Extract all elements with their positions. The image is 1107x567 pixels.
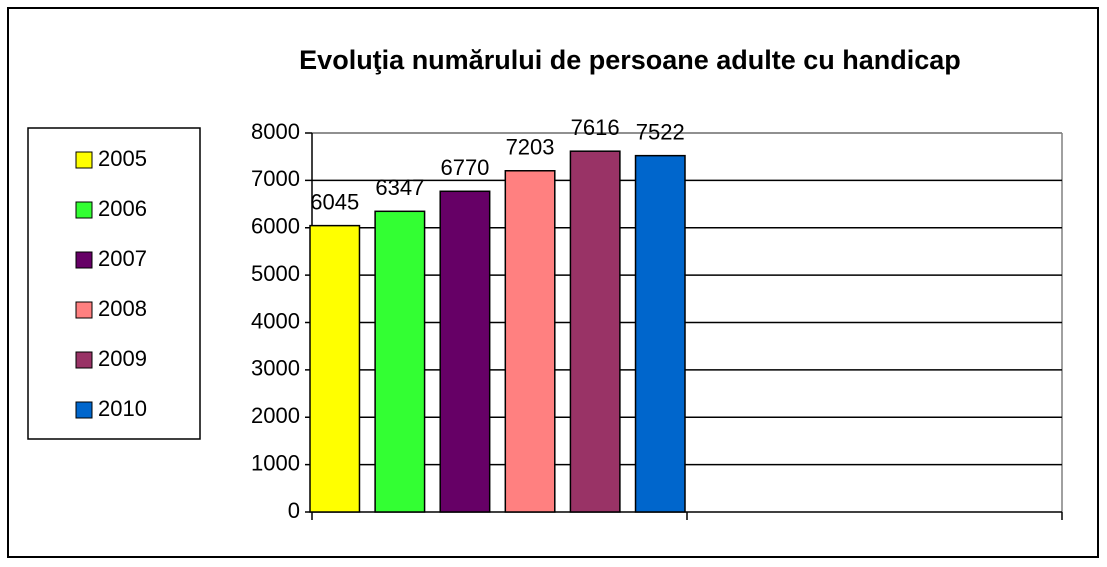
y-tick-label: 0 <box>288 498 300 523</box>
y-tick-label: 7000 <box>251 166 300 191</box>
data-label: 7616 <box>571 115 620 140</box>
data-label: 7203 <box>506 135 555 160</box>
y-tick-label: 6000 <box>251 214 300 239</box>
chart-title: Evoluţia numărului de persoane adulte cu… <box>299 45 961 75</box>
y-tick-label: 8000 <box>251 119 300 144</box>
legend-swatch <box>75 401 93 419</box>
legend-swatch <box>75 251 93 269</box>
data-label: 6770 <box>440 155 489 180</box>
legend-label: 2006 <box>98 196 147 221</box>
legend-label: 2007 <box>98 246 147 271</box>
legend-label: 2008 <box>98 296 147 321</box>
y-tick-label: 3000 <box>251 356 300 381</box>
legend-box <box>27 127 201 440</box>
legend-swatch <box>75 151 93 169</box>
y-tick-label: 4000 <box>251 308 300 333</box>
data-label: 6347 <box>375 175 424 200</box>
legend-swatch <box>75 351 93 369</box>
data-label: 6045 <box>310 189 359 214</box>
legend-swatch <box>75 301 93 319</box>
legend-label: 2005 <box>98 146 147 171</box>
bar <box>569 150 621 513</box>
y-tick-label: 5000 <box>251 261 300 286</box>
legend-label: 2009 <box>98 346 147 371</box>
legend-label: 2010 <box>98 396 147 421</box>
bar <box>309 224 361 513</box>
y-tick-label: 2000 <box>251 403 300 428</box>
y-tick-label: 1000 <box>251 450 300 475</box>
bar <box>439 190 491 513</box>
bar <box>504 170 556 513</box>
data-label: 7522 <box>636 119 685 144</box>
bar <box>374 210 426 513</box>
bar <box>634 154 686 513</box>
legend-swatch <box>75 201 93 219</box>
